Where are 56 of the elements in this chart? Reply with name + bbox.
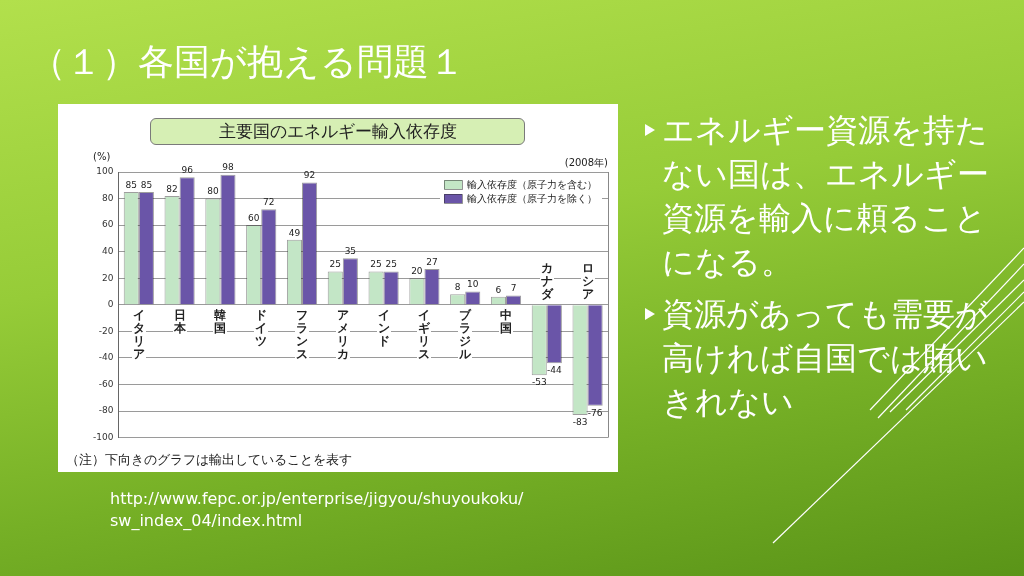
x-tick-label: イギリス bbox=[417, 307, 432, 362]
data-label: 8 bbox=[454, 282, 461, 293]
text: (2008年) bbox=[564, 156, 609, 168]
data-label: -76 bbox=[587, 407, 603, 418]
data-label: -83 bbox=[572, 416, 588, 427]
data-label: 60 bbox=[247, 212, 260, 223]
y-tick-label: 40 bbox=[101, 246, 114, 257]
data-label: 72 bbox=[263, 197, 275, 208]
x-tick-label: ブラジル bbox=[458, 307, 473, 362]
x-tick-label: 日本 bbox=[172, 307, 187, 336]
data-label: 25 bbox=[385, 259, 397, 270]
x-tick-label: イタリア bbox=[131, 307, 146, 362]
data-label: 20 bbox=[411, 266, 423, 277]
x-tick-label: カナダ bbox=[539, 260, 554, 302]
y-tick-label: 60 bbox=[101, 219, 114, 230]
data-label: 92 bbox=[303, 170, 316, 181]
legend-label: 輸入依存度（原子力を除く） bbox=[467, 192, 597, 204]
legend-label: 輸入依存度（原子力を含む） bbox=[467, 178, 597, 190]
y-tick-label: 80 bbox=[101, 192, 114, 203]
data-label: 49 bbox=[288, 227, 301, 238]
data-label: 98 bbox=[222, 162, 234, 173]
data-label: 96 bbox=[181, 165, 194, 176]
data-label: 80 bbox=[207, 186, 219, 197]
data-label: -44 bbox=[547, 365, 562, 376]
y-tick-label: 100 bbox=[96, 166, 114, 177]
data-label: 10 bbox=[467, 279, 479, 290]
data-label: 85 bbox=[125, 179, 137, 190]
data-label: 35 bbox=[344, 246, 357, 257]
x-tick-label: 韓国 bbox=[213, 307, 228, 336]
data-label: -53 bbox=[531, 377, 547, 388]
data-label: 82 bbox=[166, 183, 178, 194]
y-tick-label: 20 bbox=[101, 272, 114, 283]
y-tick-label: -80 bbox=[98, 405, 114, 416]
x-tick-label: ロシア bbox=[580, 260, 595, 302]
data-label: 25 bbox=[329, 259, 341, 270]
data-label: 7 bbox=[510, 283, 517, 294]
x-tick-label: アメリカ bbox=[335, 307, 350, 362]
y-tick-label: 0 bbox=[107, 299, 114, 310]
text: http://www.fepc.or.jp/enterprise/jigyou/shuyoukoku/sw_index_04/index.html bbox=[110, 489, 524, 530]
y-tick-label: -100 bbox=[92, 431, 114, 442]
text: エネルギー資源を持たない国は、エネルギー資源を輸入に頼ることになる。 bbox=[662, 110, 990, 283]
y-tick-label: -60 bbox=[98, 378, 114, 389]
x-tick-label: 中国 bbox=[499, 307, 513, 336]
x-tick-label: フランス bbox=[295, 307, 310, 362]
data-label: 27 bbox=[426, 256, 438, 267]
data-label: 6 bbox=[495, 284, 502, 295]
data-label: 25 bbox=[370, 259, 382, 270]
x-tick-label: インド bbox=[376, 307, 391, 349]
chart-subtitle: 主要国のエネルギー輸入依存度 bbox=[150, 118, 525, 145]
data-label: 85 bbox=[140, 179, 153, 190]
y-tick-label: -20 bbox=[98, 325, 114, 336]
text: （注）下向きのグラフは輸出していることを表す bbox=[66, 452, 352, 468]
y-tick-label: -40 bbox=[98, 352, 114, 363]
chart-title: （１）各国が抱える問題１ bbox=[30, 40, 465, 84]
y-axis-title: (%) bbox=[93, 150, 111, 162]
x-tick-label: ドイツ bbox=[254, 307, 269, 349]
